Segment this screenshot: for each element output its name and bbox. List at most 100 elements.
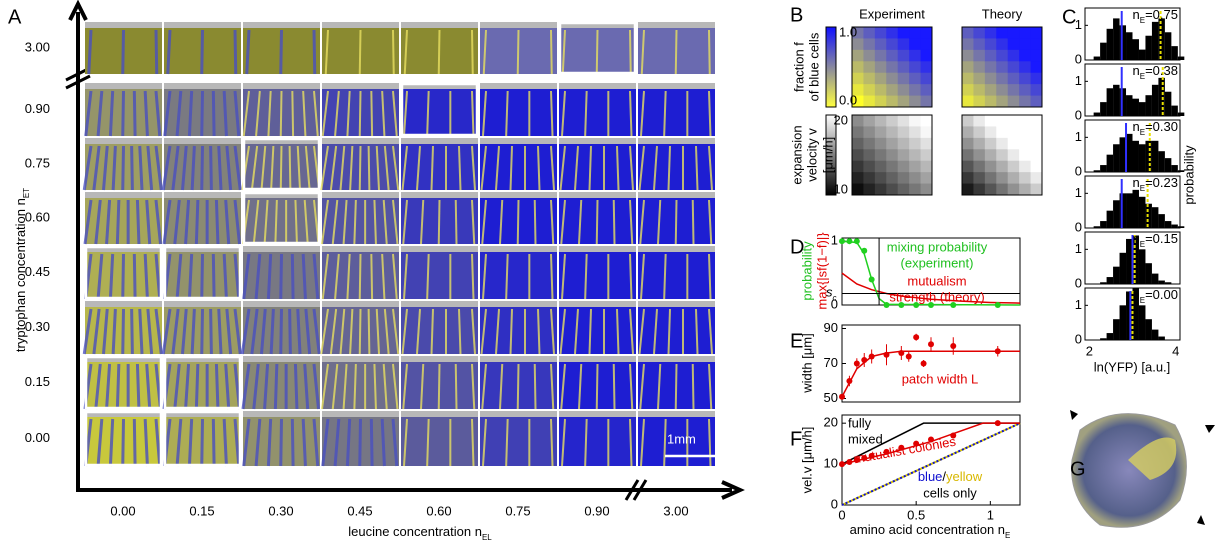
highlight-frame — [163, 245, 242, 300]
heatmap-cell — [852, 84, 864, 97]
sector-stripe — [96, 253, 104, 300]
background — [480, 22, 557, 28]
sector-stripe — [561, 253, 566, 300]
y-tick-label: 0.75 — [25, 155, 50, 170]
heatmap-cell — [1019, 115, 1032, 127]
heatmap-cell — [886, 149, 899, 162]
colony-image — [638, 301, 715, 354]
sector-stripe — [495, 145, 500, 191]
highlight-frame — [84, 410, 163, 467]
axis-label: tryptophan concentration nET — [13, 188, 30, 352]
colony-image — [480, 411, 557, 466]
y-tick-label: 1 — [1075, 129, 1082, 144]
data-point — [913, 440, 920, 447]
annotation: mixed — [848, 431, 883, 446]
sector-stripe — [290, 418, 295, 467]
heatmap-cell — [973, 126, 986, 139]
heatmap-cell — [909, 137, 922, 150]
sector-stripe — [250, 308, 259, 355]
sector-stripe — [370, 253, 374, 300]
heatmap-frame — [851, 26, 933, 108]
heatmap-cell — [962, 172, 974, 185]
sector-stripe — [674, 29, 678, 75]
heatmap-cell — [863, 72, 876, 85]
sector-stripe — [331, 363, 339, 410]
heatmap-cell — [920, 172, 933, 185]
heatmap-cell — [984, 137, 997, 150]
heatmap-cell — [996, 172, 1009, 185]
text: =0.00 — [1145, 287, 1178, 302]
sector-stripe — [584, 418, 588, 467]
sector-stripe — [270, 145, 275, 191]
colony-image — [401, 301, 478, 354]
sector-stripe — [312, 253, 320, 300]
heatmap-cell — [1030, 72, 1043, 85]
heatmap-cell — [920, 95, 933, 108]
histogram-bar — [1119, 137, 1127, 172]
sector-stripe — [211, 253, 216, 300]
heatmap-cell — [973, 172, 986, 185]
axis-label: expansion — [789, 125, 804, 184]
sector-stripe — [242, 90, 250, 137]
sector-stripe — [154, 418, 162, 467]
sector-stripe — [241, 363, 251, 410]
background — [243, 301, 320, 307]
sector-stripe — [695, 145, 699, 191]
sector-stripe — [288, 308, 292, 355]
heatmap-cell — [863, 172, 876, 185]
sector-stripe — [324, 29, 329, 75]
sector-stripe — [320, 308, 329, 355]
sector-stripe — [87, 29, 93, 75]
sector-stripe — [321, 363, 329, 410]
x-tick-label: 0.5 — [907, 507, 925, 522]
text: =0.75 — [1145, 7, 1178, 22]
sector-stripe — [339, 145, 346, 191]
sector-stripe — [92, 145, 101, 191]
sector-stripe — [138, 308, 144, 355]
background — [243, 83, 320, 89]
colony-image — [638, 83, 715, 136]
row-label: nE=0.30 — [1133, 119, 1178, 136]
data-point — [913, 334, 920, 341]
y-tick-label: 0 — [831, 296, 838, 311]
sector-stripe — [138, 145, 144, 191]
sector-stripe — [640, 90, 645, 137]
sector-stripe — [111, 145, 117, 191]
heatmap-cell — [1019, 172, 1032, 185]
sector-stripe — [312, 418, 320, 467]
sector-stripe — [329, 145, 338, 191]
histogram-bar — [1106, 28, 1114, 60]
sector-stripe — [499, 199, 504, 245]
text: n — [1133, 7, 1140, 22]
panel-letter: G — [1070, 458, 1086, 480]
sector-stripe — [437, 29, 441, 75]
heatmap-cell — [973, 183, 986, 196]
heatmap-cell — [1007, 61, 1020, 74]
heatmap-cell — [886, 126, 899, 139]
data-point — [898, 444, 905, 451]
heatmap-cell — [1007, 160, 1020, 173]
data-point — [883, 302, 890, 308]
sector-stripe — [279, 145, 283, 191]
sector-stripe — [217, 308, 223, 355]
colorbar-tick: 1.0 — [839, 24, 857, 39]
heatmap-cell — [874, 27, 887, 39]
histogram-bar — [1119, 88, 1127, 116]
sector-stripe — [375, 145, 380, 191]
histogram-bar — [1138, 196, 1146, 228]
sector-stripe — [94, 363, 102, 410]
sector-stripe — [266, 253, 273, 300]
data-point — [839, 461, 845, 468]
heatmap-cell — [863, 49, 876, 62]
heatmap-cell — [874, 126, 887, 139]
sector-stripe — [458, 308, 462, 355]
highlight-frame — [84, 355, 163, 410]
text: amino acid concentration n — [850, 522, 1005, 537]
sector-stripe — [173, 199, 181, 245]
y-tick-label: 0.90 — [25, 101, 50, 116]
sector-stripe — [217, 145, 223, 191]
subscript: E — [1005, 531, 1010, 540]
heatmap-cell — [897, 49, 910, 62]
y-tick-label: 0.30 — [25, 319, 50, 334]
heatmap-cell — [897, 27, 910, 39]
